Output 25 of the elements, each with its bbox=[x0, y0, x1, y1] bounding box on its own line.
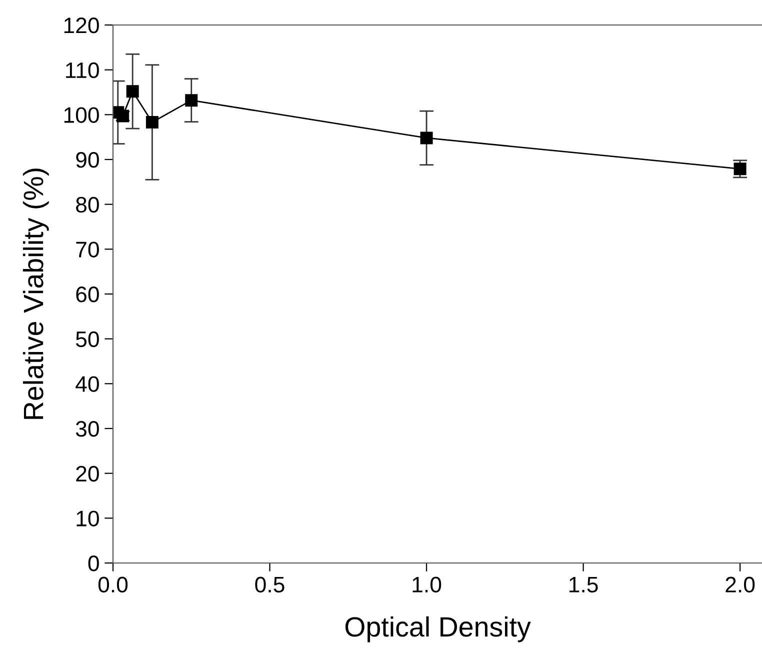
y-tick-label: 0 bbox=[88, 556, 99, 572]
y-tick-label: 50 bbox=[76, 331, 99, 348]
x-tick-label: 1.5 bbox=[570, 577, 598, 593]
y-tick-label: 80 bbox=[76, 196, 99, 213]
point bbox=[126, 85, 139, 98]
y-tick-label: 40 bbox=[76, 376, 99, 392]
y-tick-label: 70 bbox=[76, 242, 99, 258]
y-tick-label: 120 bbox=[64, 18, 99, 34]
x-tick-label: 2.0 bbox=[726, 576, 755, 593]
y-tick-label: 30 bbox=[76, 421, 99, 437]
point bbox=[185, 94, 198, 107]
y-tick-label: 60 bbox=[76, 286, 99, 302]
point bbox=[734, 162, 746, 176]
y-tick-label: 20 bbox=[76, 466, 99, 482]
x-tick-label: 0.0 bbox=[98, 576, 128, 593]
point bbox=[420, 132, 433, 144]
x-tick-label: 1.0 bbox=[412, 576, 442, 593]
y-tick-label: 90 bbox=[76, 152, 99, 168]
x-tick-label: 0.5 bbox=[255, 576, 284, 593]
point bbox=[146, 116, 158, 129]
y-axis-title: Relative Viability (%) bbox=[22, 168, 49, 419]
y-tick-label: 110 bbox=[66, 62, 99, 78]
y-tick-label: 10 bbox=[76, 510, 99, 526]
y-tick-label: 100 bbox=[64, 107, 99, 123]
x-axis-title: Optical Density bbox=[345, 616, 531, 642]
